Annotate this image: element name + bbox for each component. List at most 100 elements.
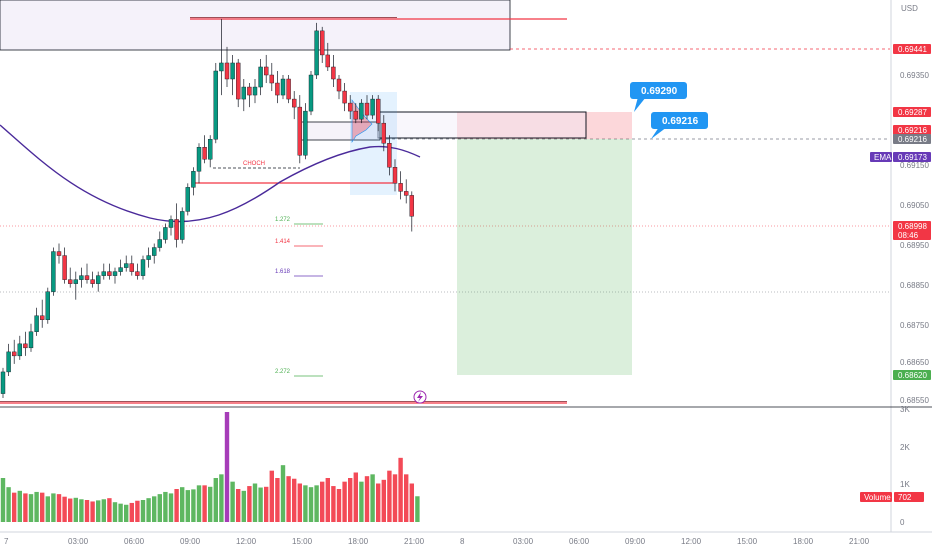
- candle[interactable]: [34, 307, 39, 336]
- volume-bar[interactable]: [168, 493, 174, 522]
- price-candles[interactable]: [0, 18, 414, 399]
- candle[interactable]: [28, 323, 34, 352]
- volume-bar[interactable]: [376, 483, 381, 523]
- price-tag[interactable]: 0.69216: [893, 134, 931, 144]
- volume-bar[interactable]: [275, 478, 280, 522]
- candle[interactable]: [202, 135, 207, 164]
- candle[interactable]: [292, 91, 297, 120]
- candle[interactable]: [0, 367, 6, 399]
- price-tag[interactable]: 0.69287: [893, 107, 931, 117]
- volume-bar[interactable]: [202, 485, 207, 522]
- fib-levels[interactable]: 1.272 1.414 1.618 2.272: [275, 217, 323, 377]
- price-tag[interactable]: 0.69173 EMA: [870, 152, 931, 162]
- price-callout[interactable]: 0.69216: [651, 112, 708, 139]
- supply-zone[interactable]: [0, 0, 511, 51]
- volume-bar[interactable]: [28, 494, 34, 522]
- volume-bar[interactable]: [96, 500, 101, 522]
- volume-bar[interactable]: [90, 501, 95, 522]
- candle[interactable]: [308, 70, 314, 116]
- volume-bar[interactable]: [286, 476, 291, 522]
- fib-level[interactable]: 1.414: [275, 239, 323, 247]
- candle[interactable]: [252, 79, 258, 104]
- volume-bar[interactable]: [107, 498, 112, 522]
- volume-bar[interactable]: [297, 483, 302, 523]
- candle[interactable]: [314, 22, 319, 80]
- candle[interactable]: [185, 183, 191, 216]
- candle[interactable]: [387, 135, 392, 176]
- volume-bar[interactable]: [118, 503, 123, 522]
- candle[interactable]: [11, 339, 17, 364]
- candle[interactable]: [157, 231, 163, 252]
- volume-bar[interactable]: [348, 478, 353, 522]
- take-profit-zone[interactable]: [457, 139, 632, 375]
- candle[interactable]: [364, 95, 370, 120]
- volume-bar[interactable]: [135, 500, 140, 522]
- volume-bar[interactable]: [258, 487, 263, 522]
- candle[interactable]: [73, 271, 79, 300]
- candle[interactable]: [213, 62, 219, 144]
- volume-bar[interactable]: [62, 496, 67, 522]
- candle[interactable]: [342, 83, 347, 112]
- volume-bar[interactable]: [45, 496, 50, 522]
- volume-bar[interactable]: [247, 486, 252, 522]
- candle[interactable]: [320, 26, 325, 63]
- volume-bar[interactable]: [370, 474, 375, 522]
- volume-bar[interactable]: [320, 481, 325, 522]
- price-callout[interactable]: 0.69290: [630, 82, 687, 112]
- candle[interactable]: [146, 247, 151, 268]
- price-tags[interactable]: 0.694410.692870.692160.692160.69173EMA0.…: [870, 44, 931, 380]
- volume-bar[interactable]: [79, 499, 84, 522]
- candle[interactable]: [163, 223, 168, 244]
- candle[interactable]: [247, 83, 252, 108]
- volume-bar[interactable]: [359, 481, 364, 522]
- candle[interactable]: [79, 267, 84, 288]
- candle[interactable]: [51, 247, 56, 296]
- volume-bar[interactable]: [112, 502, 118, 522]
- volume-bar[interactable]: [303, 485, 308, 522]
- volume-bar[interactable]: [314, 485, 319, 522]
- volume-bar[interactable]: [292, 478, 297, 522]
- candle[interactable]: [17, 335, 22, 360]
- candle[interactable]: [23, 331, 28, 356]
- ema-line[interactable]: [0, 124, 421, 223]
- volume-bar[interactable]: [241, 490, 246, 522]
- volume-bar[interactable]: [34, 491, 39, 522]
- candle[interactable]: [275, 70, 280, 104]
- volume-bar[interactable]: [196, 485, 202, 522]
- candle[interactable]: [241, 79, 247, 112]
- volume-bar[interactable]: [280, 465, 286, 522]
- volume-bar[interactable]: [331, 486, 336, 522]
- volume-bar[interactable]: [252, 483, 258, 523]
- candle[interactable]: [336, 75, 342, 100]
- candle[interactable]: [303, 103, 308, 160]
- volume-bar[interactable]: [415, 496, 420, 522]
- candle[interactable]: [62, 247, 67, 284]
- candle[interactable]: [392, 159, 398, 192]
- candle[interactable]: [269, 62, 274, 92]
- candle[interactable]: [196, 143, 202, 184]
- volume-bars[interactable]: [0, 412, 420, 523]
- candle[interactable]: [280, 75, 286, 100]
- volume-bar[interactable]: [409, 483, 414, 523]
- volume-bar[interactable]: [6, 487, 11, 522]
- volume-bar[interactable]: [17, 490, 22, 522]
- candle[interactable]: [235, 58, 241, 108]
- candle[interactable]: [90, 271, 95, 288]
- volume-bar[interactable]: [174, 489, 179, 522]
- volume-bar[interactable]: [157, 494, 162, 522]
- candle[interactable]: [325, 42, 330, 71]
- volume-bar[interactable]: [101, 499, 106, 522]
- fib-level[interactable]: 2.272: [275, 369, 323, 377]
- volume-bar[interactable]: [84, 500, 90, 522]
- volume-bar[interactable]: [398, 457, 403, 522]
- volume-bar[interactable]: [325, 478, 330, 522]
- volume-bar[interactable]: [236, 489, 241, 522]
- candle[interactable]: [191, 167, 196, 196]
- volume-bar[interactable]: [387, 470, 392, 522]
- volume-bar[interactable]: [381, 479, 386, 522]
- candle[interactable]: [224, 46, 230, 88]
- candle[interactable]: [409, 191, 414, 232]
- volume-bar[interactable]: [152, 496, 157, 522]
- volume-bar[interactable]: [264, 486, 269, 522]
- candle[interactable]: [129, 255, 135, 276]
